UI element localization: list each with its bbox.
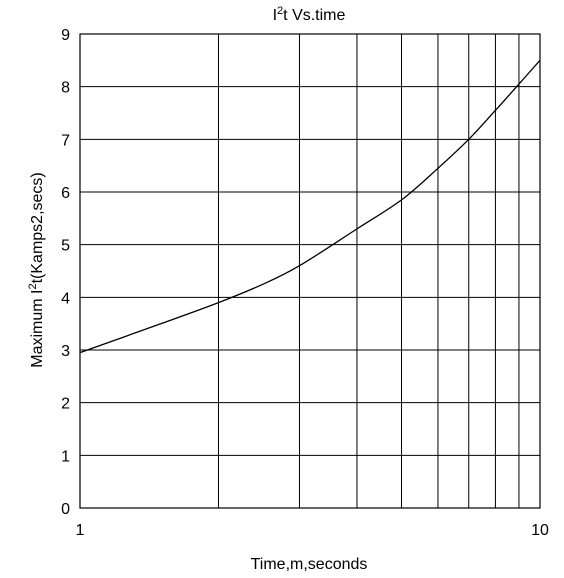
y-tick-label: 5 (61, 238, 70, 255)
grid-lines (79, 33, 541, 509)
plot-frame (79, 33, 541, 509)
y-tick-label: 6 (61, 185, 70, 202)
y-tick-label: 4 (61, 290, 70, 307)
y-tick-label: 1 (61, 448, 70, 465)
y-tick-label: 3 (61, 343, 70, 360)
x-tick-labels: 1 10 (76, 522, 549, 539)
x-tick-label: 1 (76, 522, 85, 539)
y-tick-label: 0 (61, 501, 70, 518)
x-axis-title: Time,m,seconds (251, 556, 368, 573)
y-tick-label: 8 (61, 80, 70, 97)
x-tick-label: 10 (531, 522, 549, 539)
y-tick-label: 2 (61, 396, 70, 413)
y-tick-label: 9 (61, 27, 70, 44)
chart-title: I2t Vs.time (273, 5, 346, 24)
y-tick-label: 7 (61, 132, 70, 149)
y-tick-labels: 0 1 2 3 4 5 6 7 8 9 (61, 27, 70, 518)
y-axis-title: Maximum I2t(Kamps2,secs) (27, 172, 46, 368)
series-line-i2t (79, 59, 541, 354)
